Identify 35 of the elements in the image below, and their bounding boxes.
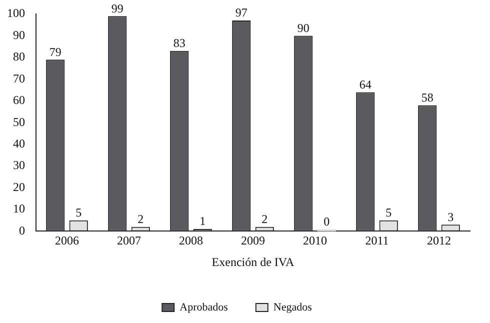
y-tick-label: 80: [13, 50, 25, 64]
x-tick-label: 2006: [55, 234, 79, 248]
x-tick-label: 2011: [365, 234, 389, 248]
data-label: 2: [262, 212, 268, 226]
x-tick-label: 2007: [117, 234, 141, 248]
data-label: 58: [421, 90, 434, 104]
legend-label: Negados: [273, 301, 312, 314]
data-label: 3: [448, 210, 454, 224]
data-label: 5: [76, 205, 82, 220]
y-tick-label: 40: [13, 136, 25, 150]
data-label: 64: [359, 77, 372, 92]
data-label: 1: [200, 214, 206, 228]
data-label: 0: [324, 214, 330, 228]
data-label: 83: [173, 36, 186, 50]
y-tick-label: 30: [13, 158, 25, 172]
x-tick-label: 2010: [303, 234, 327, 248]
y-tick-label: 100: [7, 6, 25, 20]
data-label: 97: [235, 6, 248, 20]
y-tick-label: 60: [13, 93, 25, 108]
y-tick-label: 0: [19, 223, 25, 238]
x-axis-title: Exención de IVA: [212, 254, 295, 269]
data-label: 79: [49, 44, 62, 59]
x-tick-label: 2012: [427, 234, 451, 248]
x-tick-label: 2009: [241, 234, 265, 248]
data-label: 2: [138, 212, 144, 226]
legend-label: Aprobados: [180, 301, 228, 314]
y-tick-label: 20: [13, 180, 25, 194]
x-tick-label: 2008: [179, 234, 203, 248]
y-tick-label: 50: [13, 114, 25, 129]
y-tick-label: 70: [13, 71, 25, 86]
y-tick-label: 90: [13, 28, 25, 42]
data-label: 90: [297, 20, 310, 35]
data-label: 5: [386, 205, 392, 220]
data-label: 99: [111, 1, 124, 16]
y-tick-label: 10: [13, 202, 25, 216]
